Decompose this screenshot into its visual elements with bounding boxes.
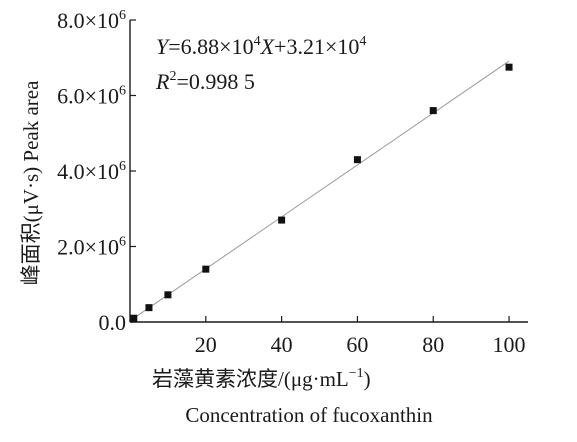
regression-line [133, 60, 510, 319]
y-tick-mantissa: 4.0×10 [57, 159, 119, 184]
x-tick-label: 80 [422, 332, 444, 357]
x-axis-label-cn-tail: ) [364, 367, 371, 391]
r-exp: 2 [169, 69, 176, 84]
y-tick-label: 4.0×106 [57, 159, 126, 184]
fit-line-layer [133, 60, 510, 319]
y-tick-mantissa: 2.0×10 [57, 235, 119, 260]
data-point [505, 63, 513, 71]
x-tick-label: 20 [195, 332, 217, 357]
y-tick-label: 6.0×106 [57, 84, 126, 109]
equation-x-var: X [260, 34, 276, 59]
y-tick-exponent: 6 [119, 159, 126, 174]
r-var: R [155, 69, 170, 94]
data-point [145, 304, 153, 312]
y-tick-exponent: 6 [119, 8, 126, 23]
equation-line: Y=6.88×104X+3.21×104 [156, 34, 366, 59]
y-tick-label: 2.0×106 [57, 235, 126, 260]
x-tick-label: 60 [346, 332, 368, 357]
y-tick-label: 8.0×106 [57, 8, 126, 33]
x-axis-label-cn-main: 岩藻黄素浓度/(μg·mL [152, 367, 349, 391]
x-tick-label: 40 [271, 332, 293, 357]
equation-part2: +3.21×10 [274, 34, 359, 59]
y-tick-label: 0.0 [99, 310, 127, 335]
data-point [353, 156, 361, 164]
data-points [130, 63, 513, 322]
data-point [429, 107, 437, 115]
x-axis-label-cn: 岩藻黄素浓度/(μg·mL−1) [152, 366, 371, 391]
y-tick-exponent: 6 [119, 235, 126, 250]
data-point [130, 314, 138, 322]
y-axis-label: 峰面积(μV·s) Peak area [19, 80, 43, 286]
data-point [202, 265, 210, 273]
data-point [164, 291, 172, 299]
r-value: =0.998 5 [176, 69, 254, 94]
x-axis-label-en: Concentration of fucoxanthin [185, 403, 433, 427]
axes-layer [129, 19, 528, 323]
x-tick-label: 100 [493, 332, 526, 357]
x-axis-label-cn-exp: −1 [349, 366, 364, 381]
equation-exp2: 4 [359, 34, 366, 49]
equation-exp1: 4 [254, 34, 261, 49]
equation-y-var: Y [156, 34, 171, 59]
y-tick-mantissa: 0.0 [99, 310, 127, 335]
x-tick-labels: 20 40 60 80 100 [195, 332, 526, 357]
equation-part1: =6.88×10 [168, 34, 253, 59]
data-point [278, 216, 286, 224]
y-tick-mantissa: 8.0×10 [57, 8, 119, 33]
r-squared-line: R2=0.998 5 [155, 69, 255, 94]
y-tick-mantissa: 6.0×10 [57, 84, 119, 109]
y-tick-exponent: 6 [119, 84, 126, 99]
